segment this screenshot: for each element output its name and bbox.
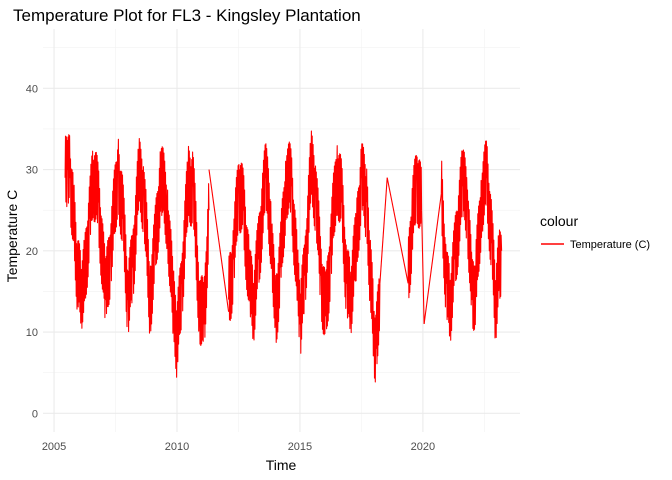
temperature-series-line: [365, 168, 381, 383]
x-axis-ticks: 2005 2010 2015 2020: [42, 441, 435, 453]
temperature-series-line: [379, 177, 388, 284]
x-tick-label: 2010: [165, 441, 189, 453]
chart-title: Temperature Plot for FL3 - Kingsley Plan…: [13, 6, 361, 25]
temperature-series-line: [64, 134, 210, 378]
temperature-series-line: [421, 210, 425, 324]
plot-area: [64, 130, 503, 383]
temperature-series-line: [407, 155, 423, 299]
x-tick-label: 2005: [42, 441, 66, 453]
y-tick-label: 0: [32, 408, 38, 420]
temperature-series-line: [423, 193, 442, 324]
y-tick-label: 10: [26, 327, 38, 339]
temperature-series-line: [228, 130, 367, 354]
temperature-series-line: [208, 169, 230, 312]
x-axis-title: Time: [266, 457, 297, 473]
x-tick-label: 2015: [288, 441, 312, 453]
temperature-series-line: [386, 177, 409, 284]
legend-title: colour: [540, 213, 578, 229]
temperature-series-line: [440, 140, 503, 341]
y-axis-title: Temperature C: [4, 190, 20, 283]
y-tick-label: 40: [26, 83, 38, 95]
x-tick-label: 2020: [411, 441, 435, 453]
legend: colour Temperature (C): [540, 213, 650, 251]
legend-label: Temperature (C): [570, 239, 650, 251]
y-tick-label: 20: [26, 246, 38, 258]
panel-grid: [43, 29, 520, 432]
y-axis-ticks: 0 10 20 30 40: [26, 83, 38, 420]
y-tick-label: 30: [26, 165, 38, 177]
